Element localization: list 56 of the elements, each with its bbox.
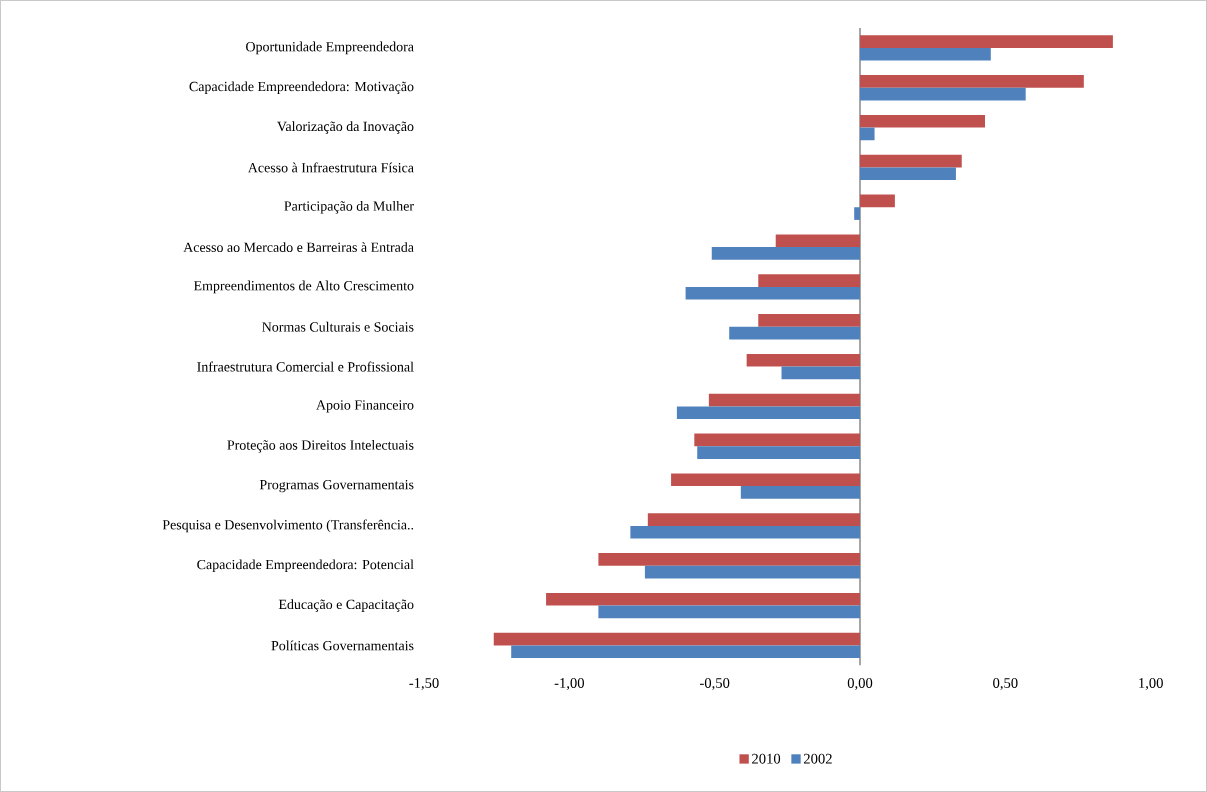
y-tick-label: Capacidade Empreendedora: Motivação [189, 81, 414, 95]
bar [647, 513, 861, 526]
bar [546, 592, 861, 606]
bar [694, 433, 861, 447]
bar [860, 127, 875, 141]
bar [860, 194, 895, 208]
y-tick-label: Apoio Financeiro [316, 400, 414, 413]
legend-label: 2010 [752, 753, 781, 764]
bar [598, 553, 861, 566]
bar [860, 87, 1026, 101]
bar [860, 75, 1084, 88]
y-tick-label: Participação da Mulher [284, 200, 414, 214]
bar [860, 47, 991, 61]
bar [598, 605, 861, 619]
y-tick-label: Pesquisa e Desenvolvimento (Transferência.. [162, 519, 414, 533]
bar [860, 114, 985, 128]
x-tick-label: -1,50 [409, 678, 439, 690]
bar [758, 314, 861, 327]
y-tick-label: Oportunidade Empreendedora [246, 41, 414, 55]
x-tick-label: 0,00 [847, 678, 873, 690]
y-tick-label: Educação e Capacitação [278, 599, 414, 612]
bar [511, 645, 861, 659]
bar [711, 247, 861, 260]
y-tick-label: Infraestrutura Comercial e Profissional [197, 361, 414, 372]
bar [746, 353, 861, 367]
bar [758, 274, 861, 287]
bar [630, 525, 861, 539]
y-tick-label: Políticas Governamentais [271, 640, 414, 651]
y-tick-label: Normas Culturais e Sociais [262, 321, 414, 332]
legend-label: 2002 [803, 753, 832, 764]
x-tick-label: 1,00 [1139, 678, 1163, 690]
bar [644, 565, 861, 579]
bar [729, 326, 861, 340]
x-tick-label: 0,50 [993, 678, 1018, 690]
y-tick-label: Empreendimentos de Alto Crescimento [193, 280, 414, 294]
bar [740, 486, 861, 499]
y-tick-label: Valorização da Inovação [277, 121, 414, 134]
x-tick-label: -0,50 [700, 678, 730, 690]
y-tick-label: Capacidade Empreendedora: Potencial [197, 559, 414, 573]
bar [708, 393, 861, 407]
bar [671, 473, 861, 487]
bar [860, 154, 962, 168]
y-tick-label: Programas Governamentais [259, 479, 414, 493]
bar [676, 406, 861, 420]
bar [685, 286, 861, 300]
y-tick-label: Acesso ao Mercado e Barreiras à Entrada [183, 242, 414, 253]
bar [860, 35, 1113, 48]
x-tick-label: -1,00 [554, 678, 584, 690]
bar [493, 632, 861, 646]
bar [860, 167, 956, 181]
bar [854, 207, 861, 220]
y-tick-label: Proteção aos Direitos Intelectuais [227, 439, 414, 453]
bar [697, 446, 861, 459]
bar [781, 366, 861, 380]
bar [775, 234, 861, 248]
y-tick-label: Acesso à Infraestrutura Física [247, 162, 414, 173]
